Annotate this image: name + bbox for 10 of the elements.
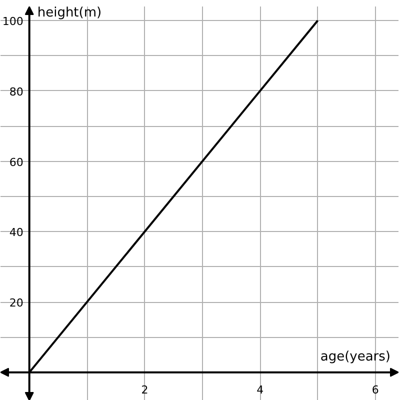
x-tick-label: 2 [141, 383, 148, 396]
x-tick-label: 6 [372, 383, 379, 396]
y-tick-label: 60 [9, 156, 24, 169]
y-axis-title: height(m) [37, 6, 102, 20]
y-tick-label: 20 [9, 296, 24, 310]
x-axis-title: age(years) [320, 349, 391, 364]
x-tick-label: 4 [256, 383, 264, 396]
y-tick-label: 40 [9, 226, 24, 240]
y-tick-label: 80 [9, 85, 24, 98]
y-tick-label: 100 [2, 15, 24, 28]
